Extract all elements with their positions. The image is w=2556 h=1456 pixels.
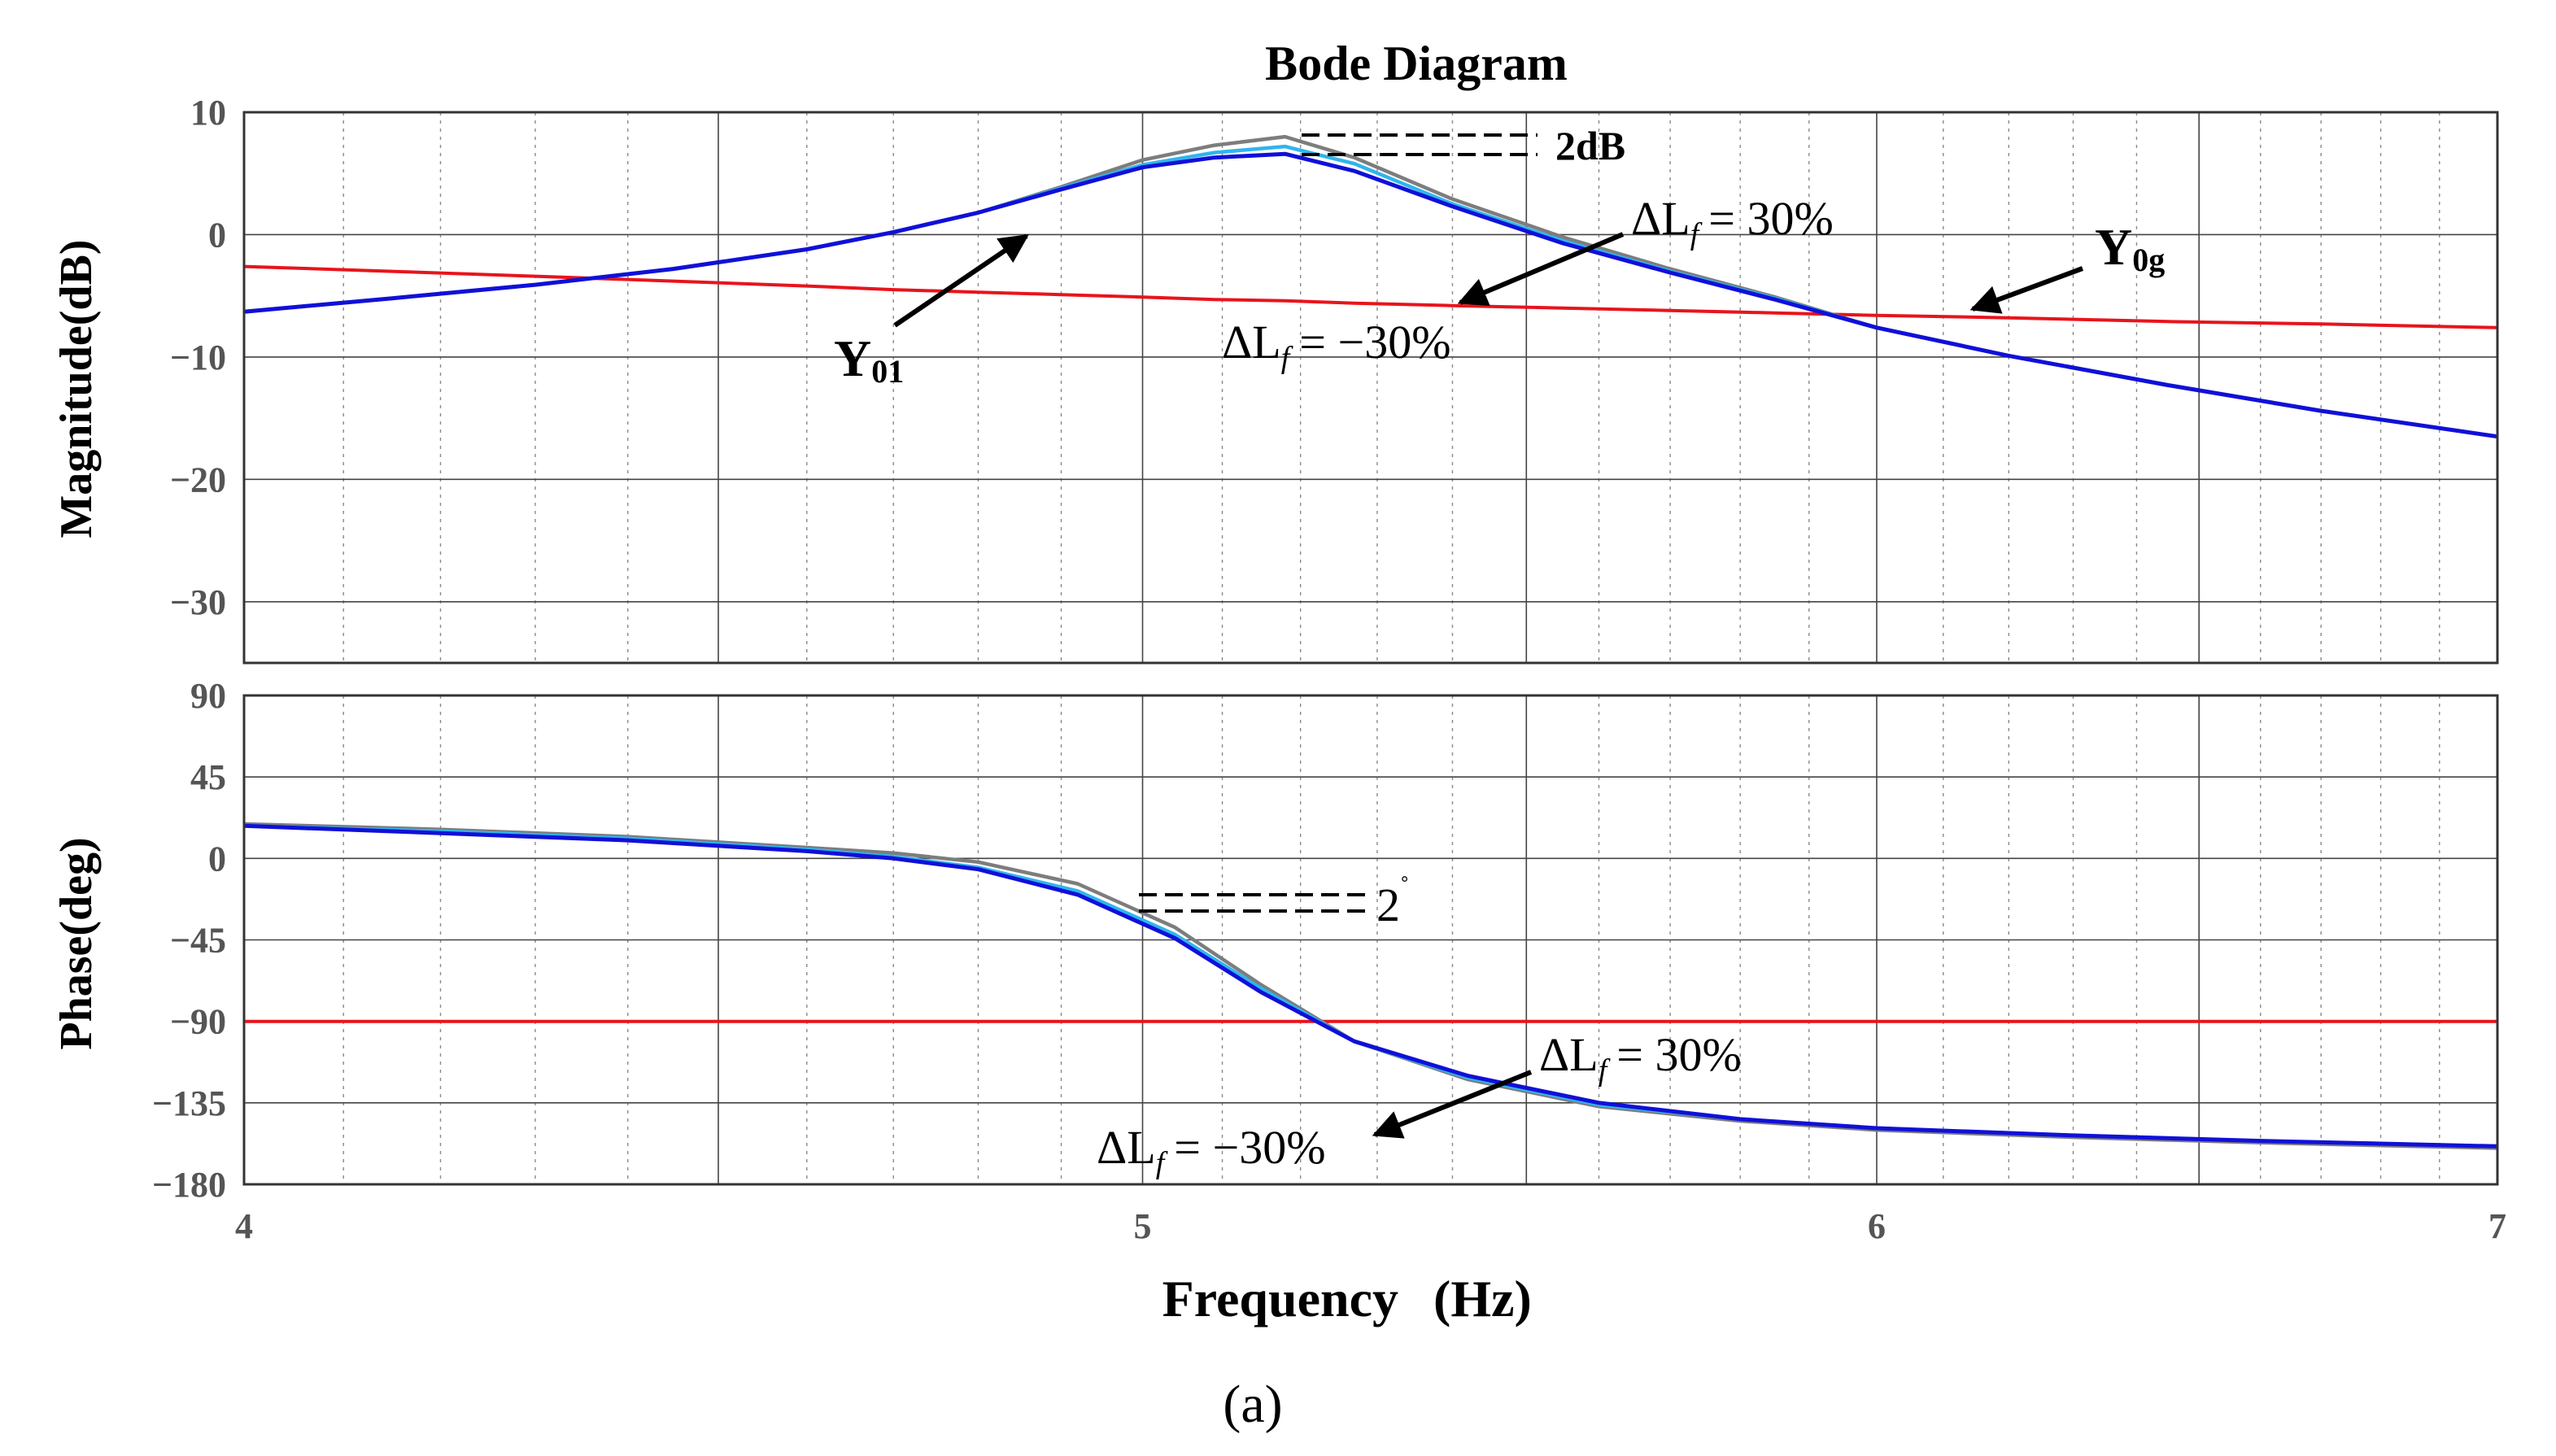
2deg-label: 2˚ (1376, 873, 1409, 931)
phase-lf-minus-label: ΔLf = −30% (1097, 1121, 1326, 1180)
magnitude-ylabel: Magnitude(dB) (51, 239, 102, 538)
series-line-y01 (243, 151, 2498, 439)
annotation-phase-lf-plus: ΔLf = 30% (1372, 1028, 1742, 1139)
y-tick-label: 90 (190, 676, 226, 716)
mag-lf-plus-label: ΔLf = 30% (1631, 192, 1834, 251)
annotation-2db: 2dB (1302, 123, 1625, 168)
annotation-2deg: 2˚ (1139, 873, 1409, 931)
y0g-arrow (1969, 266, 2084, 314)
chart-title: Bode Diagram (1265, 37, 1568, 90)
phase-series (243, 822, 2498, 1150)
y-tick-label: 0 (208, 839, 226, 878)
x-tick-labels: 4 5 6 7 (235, 1206, 2506, 1246)
mag-lf-arrow (1457, 232, 1625, 307)
phase-grid (244, 695, 2497, 1184)
y-tick-label: −135 (152, 1083, 226, 1123)
y-tick-label: 10 (190, 93, 226, 133)
2db-label: 2dB (1555, 123, 1625, 168)
magnitude-series (243, 134, 2498, 439)
series-line-lf-plus-30 (243, 134, 2498, 438)
series-line-lf-minus-30 (243, 144, 2498, 438)
phase-lf-arrow (1372, 1070, 1533, 1139)
y-tick-label: −20 (170, 460, 226, 499)
y0g-label: Y0g (2095, 218, 2165, 278)
phase-lf-plus-label: ΔLf = 30% (1539, 1028, 1742, 1088)
series-line-lf-plus-30 (243, 822, 2498, 1150)
y-tick-label: −10 (170, 338, 226, 377)
annotation-y01: Y01 (834, 233, 1029, 390)
x-tick-label: 6 (1868, 1206, 1886, 1246)
y-tick-label: −45 (170, 921, 226, 961)
series-line-lf-minus-30 (243, 824, 2498, 1149)
x-tick-label: 4 (235, 1206, 253, 1246)
x-tick-label: 7 (2488, 1206, 2506, 1246)
y-tick-label: −90 (170, 1002, 226, 1042)
x-tick-label: 5 (1134, 1206, 1152, 1246)
y01-label: Y01 (834, 329, 904, 390)
x-axis-label-quantity: Frequency (1162, 1270, 1398, 1327)
annotation-mag-lf-minus: ΔLf = −30% (1222, 316, 1451, 375)
y01-arrow (893, 233, 1029, 328)
figure-caption: (a) (1223, 1375, 1282, 1434)
phase-ylabel: Phase(deg) (51, 837, 102, 1049)
y-tick-label: −180 (152, 1165, 226, 1205)
y-tick-label: −30 (170, 582, 226, 622)
magnitude-axes-frame (242, 111, 2499, 665)
magnitude-tick-labels: 10 0 −10 −20 −30 (170, 93, 226, 622)
mag-lf-minus-label: ΔLf = −30% (1222, 316, 1451, 375)
series-line-y0g (243, 264, 2498, 329)
phase-axes-frame (242, 694, 2499, 1186)
x-axis-label-unit: (Hz) (1433, 1270, 1532, 1327)
phase-tick-labels: 90 45 0 −45 −90 −135 −180 (152, 676, 226, 1205)
y-tick-label: 45 (190, 757, 226, 797)
series-line-y01 (243, 823, 2498, 1149)
y-tick-label: 0 (208, 215, 226, 255)
magnitude-grid (244, 112, 2497, 663)
annotation-phase-lf-minus: ΔLf = −30% (1097, 1121, 1326, 1180)
annotation-y0g: Y0g (1969, 218, 2165, 314)
annotation-mag-lf-plus: ΔLf = 30% (1457, 192, 1834, 307)
x-axis-label: Frequency (Hz) (1162, 1270, 1532, 1327)
